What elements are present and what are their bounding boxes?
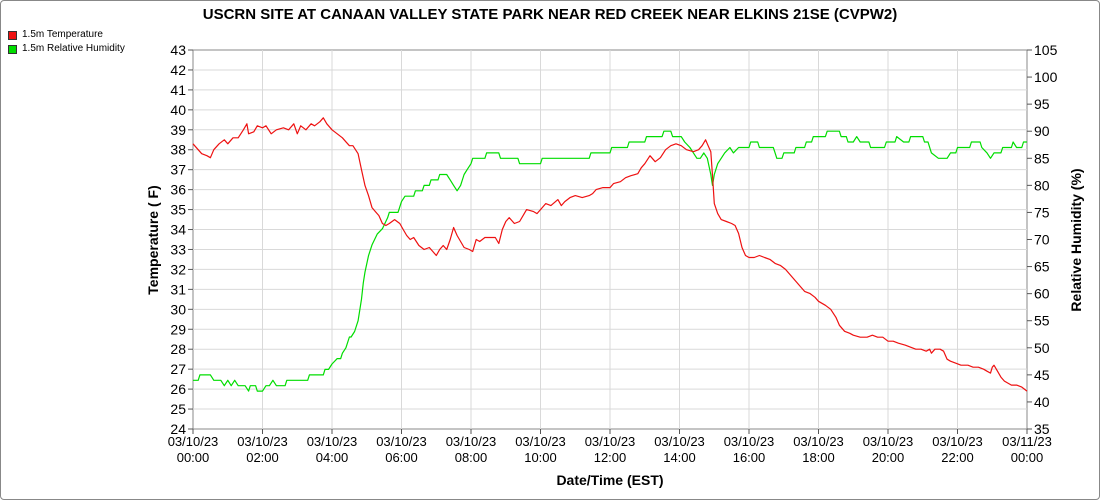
y-left-tick-label: 34 — [170, 222, 186, 238]
y-right-tick-label: 70 — [1034, 232, 1050, 248]
y-right-tick-label: 80 — [1034, 177, 1050, 193]
legend-item-temperature: 1.5m Temperature — [8, 28, 125, 42]
y-right-tick-label: 45 — [1034, 367, 1050, 383]
x-tick-label-date: 03/10/23 — [446, 434, 497, 449]
humidity-line — [193, 130, 1027, 392]
x-tick-label-date: 03/10/23 — [376, 434, 427, 449]
axes: 24 25 26 27 28 29 30 31 32 33 34 35 36 37 38 39 40 41 42 43… — [168, 42, 1058, 465]
y-left-tick-label: 30 — [170, 301, 186, 317]
x-tick-label-date: 03/10/23 — [724, 434, 775, 449]
y-left-tick-label: 26 — [170, 381, 186, 397]
y-left-tick-label: 35 — [170, 202, 186, 218]
y-left-tick-label: 41 — [170, 82, 186, 98]
y-left-tick-label: 27 — [170, 361, 186, 377]
legend-label-temperature: 1.5m Temperature — [22, 29, 103, 40]
x-tick-label-time: 06:00 — [385, 450, 418, 465]
y-right-tick-label: 95 — [1034, 96, 1050, 112]
y-right-tick-label: 90 — [1034, 123, 1050, 139]
y-left-tick-label: 32 — [170, 261, 186, 277]
legend-swatch-humidity — [8, 44, 17, 54]
y-left-tick-label: 42 — [170, 62, 186, 78]
x-tick-label-date: 03/10/23 — [932, 434, 983, 449]
x-tick-label-time: 02:00 — [246, 450, 279, 465]
x-tick-label-time: 16:00 — [733, 450, 766, 465]
x-tick-label-date: 03/10/23 — [168, 434, 219, 449]
x-tick-label-time: 14:00 — [663, 450, 696, 465]
x-tick-label-date: 03/10/23 — [654, 434, 705, 449]
y-left-tick-label: 33 — [170, 241, 186, 257]
y-right-tick-label: 65 — [1034, 259, 1050, 275]
legend-swatch-temperature — [8, 30, 17, 40]
legend-label-humidity: 1.5m Relative Humidity — [22, 43, 125, 54]
y-left-tick-label: 29 — [170, 321, 186, 337]
x-tick-label-time: 04:00 — [316, 450, 349, 465]
y-right-tick-label: 40 — [1034, 394, 1050, 410]
y-axis-left-label: Temperature ( F) — [145, 185, 161, 294]
x-tick-label-time: 20:00 — [872, 450, 905, 465]
y-right-tick-label: 75 — [1034, 204, 1050, 220]
y-right-tick-label: 35 — [1034, 421, 1050, 437]
x-tick-label-date: 03/10/23 — [793, 434, 844, 449]
x-tick-label-time: 18:00 — [802, 450, 835, 465]
y-right-tick-label: 105 — [1034, 42, 1058, 58]
x-tick-label-time: 12:00 — [594, 450, 627, 465]
y-left-tick-label: 39 — [170, 122, 186, 138]
x-tick-label-date: 03/11/23 — [1002, 434, 1052, 449]
y-left-tick-label: 25 — [170, 401, 186, 417]
x-tick-label-time: 00:00 — [177, 450, 210, 465]
legend-item-humidity: 1.5m Relative Humidity — [8, 42, 125, 56]
y-right-tick-label: 55 — [1034, 313, 1050, 329]
y-left-tick-label: 28 — [170, 341, 186, 357]
x-tick-label-time: 10:00 — [524, 450, 557, 465]
y-left-tick-label: 37 — [170, 162, 186, 178]
series-layer — [192, 117, 1028, 392]
chart-title: USCRN SITE AT CANAAN VALLEY STATE PARK N… — [203, 6, 898, 23]
x-tick-label-date: 03/10/23 — [585, 434, 636, 449]
x-axis-label: Date/Time (EST) — [556, 472, 663, 488]
x-tick-label-date: 03/10/23 — [863, 434, 914, 449]
x-tick-label-time: 00:00 — [1011, 450, 1044, 465]
y-right-tick-label: 50 — [1034, 340, 1050, 356]
y-right-tick-label: 85 — [1034, 150, 1050, 166]
y-left-tick-label: 38 — [170, 142, 186, 158]
y-left-tick-label: 43 — [170, 42, 186, 58]
y-left-tick-label: 31 — [170, 281, 186, 297]
x-tick-label-date: 03/10/23 — [515, 434, 566, 449]
x-tick-label-time: 22:00 — [941, 450, 974, 465]
y-left-tick-label: 40 — [170, 102, 186, 118]
temperature-line — [192, 117, 1028, 392]
x-tick-label-date: 03/10/23 — [307, 434, 358, 449]
y-left-tick-label: 24 — [170, 421, 186, 437]
grid — [193, 50, 1027, 429]
legend: 1.5m Temperature 1.5m Relative Humidity — [8, 28, 125, 56]
y-axis-right-label: Relative Humidity (%) — [1068, 168, 1084, 311]
x-tick-label-time: 08:00 — [455, 450, 488, 465]
y-right-tick-label: 60 — [1034, 286, 1050, 302]
y-left-tick-label: 36 — [170, 182, 186, 198]
x-tick-label-date: 03/10/23 — [237, 434, 288, 449]
y-right-tick-label: 100 — [1034, 69, 1058, 85]
